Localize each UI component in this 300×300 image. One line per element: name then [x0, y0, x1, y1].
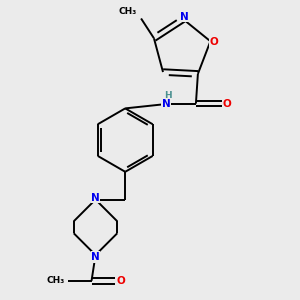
Text: N: N — [91, 252, 100, 262]
Text: N: N — [180, 12, 189, 22]
Text: CH₃: CH₃ — [119, 7, 137, 16]
Text: CH₃: CH₃ — [46, 276, 65, 285]
Text: N: N — [91, 193, 100, 202]
Text: O: O — [209, 37, 218, 47]
Text: N: N — [162, 99, 171, 109]
Text: H: H — [164, 91, 172, 100]
Text: O: O — [116, 276, 125, 286]
Text: O: O — [223, 99, 232, 109]
